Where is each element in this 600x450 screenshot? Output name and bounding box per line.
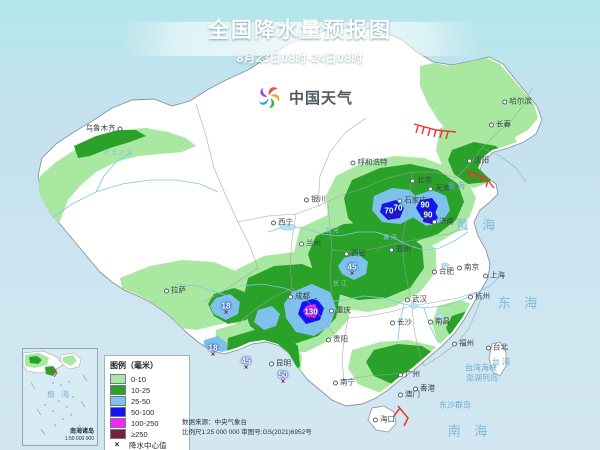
legend-swatch [110, 429, 126, 439]
legend-row-center: × 降水中心值 [110, 440, 184, 450]
wind-symbol-group-3 [393, 405, 409, 427]
legend-row: 100-250 [110, 418, 184, 428]
legend-title: 图例（毫米） [110, 361, 158, 370]
legend-swatch [110, 374, 126, 384]
svg-text:南 海: 南 海 [47, 389, 71, 399]
wind-symbol-group [413, 123, 457, 140]
pinwheel-logo-icon [256, 84, 282, 110]
legend-center-label: 降水中心值 [129, 440, 167, 450]
legend-label: 50-100 [131, 407, 155, 417]
legend-label: 100-250 [131, 418, 159, 428]
legend-label: ≥250 [131, 429, 148, 439]
legend-row: ≥250 [110, 429, 184, 439]
legend-label: 25-50 [131, 396, 151, 406]
south-china-sea-inset: 南 海 南海诸岛 1:50 000 000 [22, 348, 98, 446]
map-header: 全国降水量预报图 8月23日08时-24日08时 [0, 14, 600, 66]
title-band [120, 22, 480, 56]
legend-swatch [110, 418, 126, 428]
lakes [279, 223, 450, 324]
legend-label: 10-25 [131, 385, 151, 395]
legend-swatch [110, 407, 126, 417]
footer-scale-license: 比例尺1:25 000 000 审图号:GS(2021)6952号 [182, 429, 312, 436]
legend-row: 10-25 [110, 385, 184, 395]
legend-swatch [110, 385, 126, 395]
legend-panel: 图例（毫米） 0-10 10-25 25-50 50-100 100-250 ≥250 ×… [104, 355, 190, 450]
forecast-period: 8月23日08时-24日08时 [236, 53, 364, 65]
map-footer: 数据来源：中央气象台 比例尺1:25 000 000 审图号:GS(2021)6… [182, 418, 312, 438]
legend-swatch [110, 396, 126, 406]
precip-center-icon: × [114, 440, 120, 449]
page-title: 全国降水量预报图 [208, 19, 392, 42]
legend-rows: 0-10 10-25 25-50 50-100 100-250 ≥250 [110, 374, 184, 439]
rivers [51, 151, 499, 343]
legend-row: 50-100 [110, 407, 184, 417]
wind-symbol-group-2 [465, 169, 495, 189]
legend-row: 25-50 [110, 396, 184, 406]
legend-row: 0-10 [110, 374, 184, 384]
inset-scale: 1:50 000 000 [64, 436, 94, 442]
brand-name: 中国天气 [289, 89, 354, 107]
legend-label: 0-10 [131, 374, 147, 384]
brand-logo-group: 中国天气 [256, 84, 353, 110]
footer-source: 数据来源：中央气象台 [182, 419, 247, 426]
province-boundaries [195, 87, 533, 381]
inset-title: 南海诸岛 [69, 429, 94, 435]
